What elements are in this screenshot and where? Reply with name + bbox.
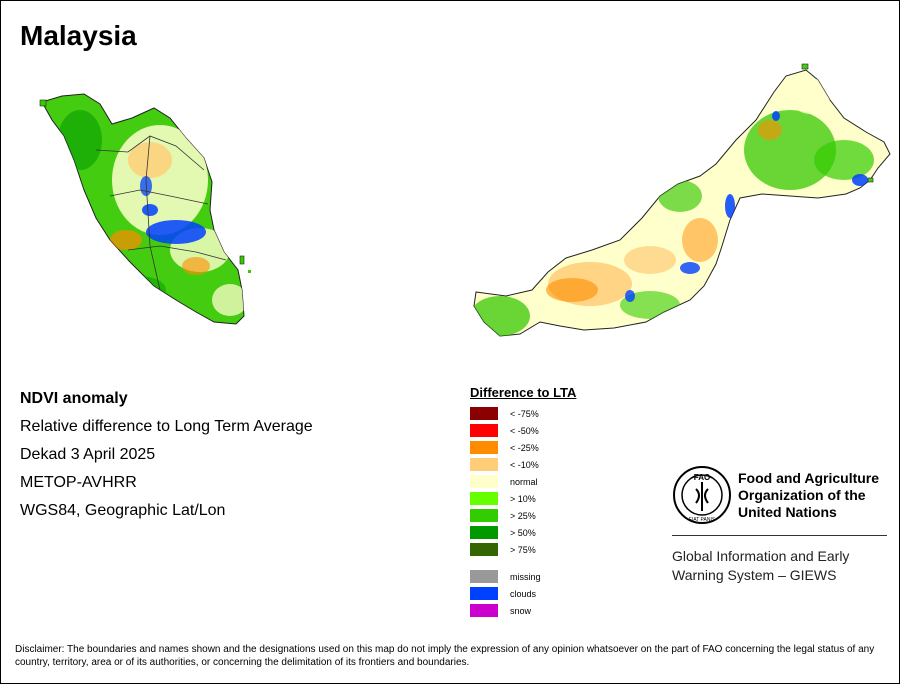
island — [239, 255, 245, 265]
product-name: NDVI anomaly — [20, 390, 128, 407]
legend-label: < -25% — [510, 442, 539, 453]
legend-swatch — [470, 492, 498, 505]
legend-item: normal — [470, 473, 576, 490]
state-boundary — [145, 135, 161, 291]
borneo-cloud-area — [725, 194, 735, 218]
map-info: NDVI anomaly Relative difference to Long… — [20, 390, 313, 530]
peninsula-cloud-area — [146, 220, 206, 244]
legend-label: < -50% — [510, 425, 539, 436]
legend-swatch — [470, 509, 498, 522]
peninsula-dry-area — [128, 142, 172, 178]
legend-item: > 10% — [470, 490, 576, 507]
legend-item: missing — [470, 568, 576, 585]
legend-label: normal — [510, 476, 538, 487]
org-name: Food and Agriculture Organization of the… — [738, 470, 880, 520]
sabah-green-area — [814, 140, 874, 180]
fao-logo-motto: FIAT PANIS — [689, 517, 716, 523]
borneo-cloud-area — [680, 262, 700, 274]
giews-name: Global Information and Early Warning Sys… — [672, 548, 850, 583]
legend-item: < -75% — [470, 405, 576, 422]
product-description: Relative difference to Long Term Average — [20, 418, 313, 435]
legend-title: Difference to LTA — [470, 385, 577, 400]
borneo-cloud-area — [625, 290, 635, 302]
island — [801, 63, 809, 70]
ndvi-map — [39, 63, 891, 337]
legend-label: > 50% — [510, 527, 536, 538]
sensor: METOP-AVHRR — [20, 474, 137, 491]
legend-swatch — [470, 543, 498, 556]
legend-item: > 25% — [470, 507, 576, 524]
legend-label: clouds — [510, 588, 537, 599]
legend-swatch — [470, 424, 498, 437]
peninsula-cloud-area — [142, 204, 158, 216]
island — [39, 99, 47, 107]
legend-item: clouds — [470, 585, 576, 602]
legend-label: > 75% — [510, 544, 536, 555]
legend-item: > 50% — [470, 524, 576, 541]
state-boundary — [127, 245, 227, 261]
legend-label: > 25% — [510, 510, 536, 521]
legend-swatch — [470, 407, 498, 420]
legend-swatch — [470, 587, 498, 600]
legend-item: < -25% — [470, 439, 576, 456]
legend-swatch — [470, 475, 498, 488]
disclaimer: Disclaimer: The boundaries and names sho… — [15, 644, 875, 668]
legend-item: snow — [470, 602, 576, 619]
sabah-dry-area — [758, 120, 782, 140]
sarawak-dry-area — [682, 218, 718, 262]
fao-logo-icon: FAO FIAT PANIS — [673, 466, 731, 524]
peninsula-green-area — [114, 276, 166, 304]
state-boundary — [109, 189, 209, 205]
legend-item: < -10% — [470, 456, 576, 473]
legend-swatch — [470, 570, 498, 583]
sarawak-dry-area — [624, 246, 676, 274]
borneo-cloud-area — [772, 111, 780, 121]
legend-label: snow — [510, 605, 532, 616]
legend-label: < -10% — [510, 459, 539, 470]
legend-item: < -50% — [470, 422, 576, 439]
period: Dekad 3 April 2025 — [20, 446, 156, 463]
legend-label: < -75% — [510, 408, 539, 419]
legend-item: > 75% — [470, 541, 576, 558]
east-malaysia — [473, 63, 891, 337]
divider — [672, 535, 887, 536]
sarawak-green-area — [658, 180, 702, 212]
map-title: Malaysia — [20, 20, 137, 51]
island — [867, 177, 874, 183]
sarawak-dry-area — [546, 278, 598, 302]
legend-label: missing — [510, 571, 541, 582]
legend-swatch — [470, 526, 498, 539]
fao-logo-text: FAO — [694, 473, 710, 482]
peninsula-dry-area — [182, 257, 210, 275]
legend-label: > 10% — [510, 493, 536, 504]
sarawak-green-area — [474, 296, 530, 336]
legend-swatch — [470, 604, 498, 617]
borneo-cloud-area — [852, 174, 868, 186]
legend-swatch — [470, 441, 498, 454]
projection: WGS84, Geographic Lat/Lon — [20, 502, 226, 519]
peninsula-dry-area — [110, 230, 142, 250]
peninsula-normal-area — [212, 284, 244, 316]
peninsula-normal-area — [112, 125, 208, 235]
peninsular-malaysia — [39, 93, 251, 325]
peninsula-green-area — [58, 110, 102, 170]
legend: Difference to LTA < -75% < -50% < -25% <… — [470, 385, 576, 619]
island — [248, 270, 251, 273]
legend-swatch — [470, 458, 498, 471]
sabah-normal-area — [790, 78, 830, 114]
